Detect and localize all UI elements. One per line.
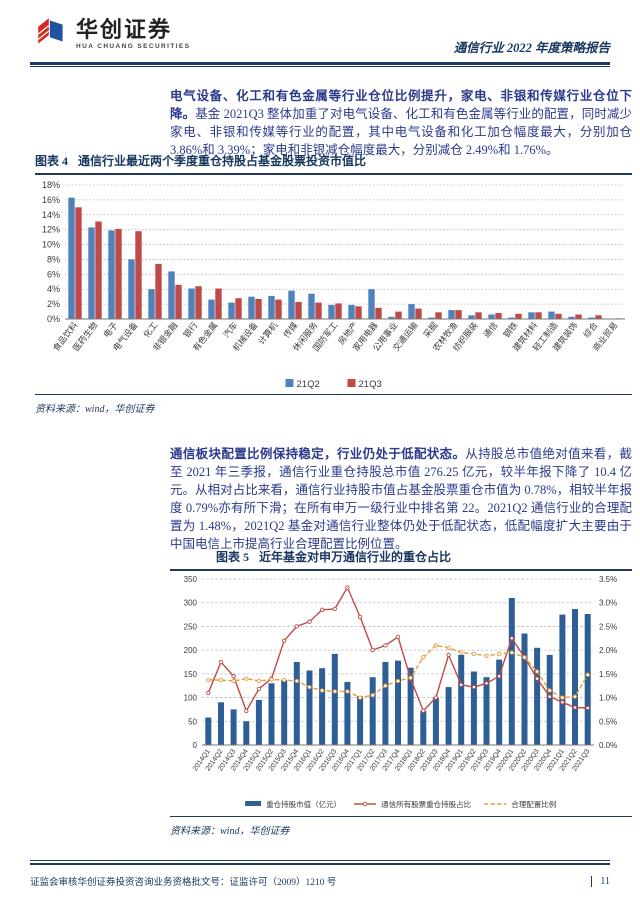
svg-text:16%: 16% [42, 195, 60, 205]
paragraph1-lead: 电气设备、化工和有色金属等行业仓位比例提升，家电、非银和传媒行业仓位下降。 [170, 88, 632, 121]
svg-text:12%: 12% [42, 225, 60, 235]
brand: 华创证券 HUA CHUANG SECURITIES [34, 14, 190, 55]
svg-text:3.0%: 3.0% [599, 599, 617, 608]
figure5-label: 图表 5 [216, 550, 250, 564]
brand-name-cn: 华创证券 [76, 17, 173, 42]
svg-text:银行: 银行 [181, 320, 200, 340]
svg-text:350: 350 [184, 575, 198, 584]
svg-text:6%: 6% [47, 269, 60, 279]
svg-text:150: 150 [184, 670, 198, 679]
paragraph-telecom-allocation: 通信板块配置比例保持稳定，行业仍处于低配状态。从持股总市值绝对值来看，截至 20… [170, 445, 632, 554]
figure-4: 图表 4 通信行业最近两个季度重仓持股占基金股票投资市值比 0% 2% 4% 6% 8% 1… [35, 152, 632, 415]
svg-text:综合: 综合 [581, 320, 600, 340]
svg-text:2%: 2% [47, 299, 60, 309]
svg-text:1.5%: 1.5% [599, 670, 617, 679]
svg-text:1.0%: 1.0% [599, 694, 617, 703]
svg-text:18%: 18% [42, 180, 60, 190]
svg-text:电子: 电子 [101, 320, 120, 340]
figure5-title: 图表 5 近年基金对申万通信行业的重仓占比 [170, 548, 632, 571]
svg-text:重仓持股市值（亿元）: 重仓持股市值（亿元） [266, 799, 341, 809]
paragraph-industry-positions: 电气设备、化工和有色金属等行业仓位比例提升，家电、非银和传媒行业仓位下降。基金 … [170, 87, 632, 160]
svg-text:8%: 8% [47, 254, 60, 264]
svg-text:100: 100 [184, 694, 198, 703]
svg-text:采掘: 采掘 [421, 320, 439, 340]
report-title: 通信行业 2022 年度策略报告 [453, 41, 610, 55]
figure5-bottom-rule [170, 816, 632, 817]
figure4-source: 资料来源：wind，华创证券 [35, 404, 155, 415]
header-divider [30, 62, 610, 67]
huachuang-logo-icon [34, 14, 70, 55]
svg-text:2.5%: 2.5% [599, 622, 617, 631]
paragraph2-lead: 通信板块配置比例保持稳定，行业仍处于低配状态。 [170, 446, 466, 461]
svg-text:50: 50 [188, 717, 197, 726]
svg-text:21Q2: 21Q2 [297, 379, 320, 390]
svg-text:汽车: 汽车 [221, 320, 239, 340]
svg-text:200: 200 [184, 646, 198, 655]
svg-text:钢铁: 钢铁 [501, 320, 520, 340]
page-header: 华创证券 HUA CHUANG SECURITIES 通信行业 2022 年度策… [30, 12, 610, 58]
svg-text:化工: 化工 [141, 320, 160, 340]
svg-text:21Q3: 21Q3 [359, 379, 382, 390]
svg-text:0.0%: 0.0% [599, 741, 617, 750]
page-number: 11 [591, 875, 610, 887]
footer-divider [30, 860, 610, 861]
svg-text:0%: 0% [47, 314, 60, 324]
page-footer: 证监会审核华创证券投资咨询业务资格批文号：证监许可（2009）1210 号 11 [30, 860, 610, 888]
svg-text:3.5%: 3.5% [599, 575, 617, 584]
figure4-label: 图表 4 [35, 154, 69, 168]
svg-text:0: 0 [193, 741, 198, 750]
svg-text:合理配置比例: 合理配置比例 [511, 799, 556, 809]
svg-text:300: 300 [184, 599, 198, 608]
paragraph2-body: 从持股总市值绝对值来看，截至 2021 年三季报，通信行业重仓持股总市值 276… [170, 446, 632, 552]
footer-license-text: 证监会审核华创证券投资咨询业务资格批文号：证监许可（2009）1210 号 [30, 878, 337, 888]
svg-text:0.5%: 0.5% [599, 717, 617, 726]
svg-text:计算机: 计算机 [256, 320, 280, 347]
paragraph1-body: 基金 2021Q3 整体加重了对电气设备、化工和有色金属等行业的配置，同时减少家… [170, 106, 632, 157]
figure-5: 图表 5 近年基金对申万通信行业的重仓占比 0 50 100 150 200 250 300 3… [170, 548, 632, 837]
figure4-bar-chart: 0%2%4%6%8%10%12%14%16%18%食品饮料医药生物 电子电气设备化… [42, 180, 625, 390]
svg-text:14%: 14% [42, 210, 60, 220]
figure5-source: 资料来源：wind，华创证券 [170, 826, 290, 837]
figure5-combo-chart: 0 50 100 150 200 250 300 350 0.0% 0.5% 1.0% 1.5% 2.0… [184, 575, 618, 809]
svg-text:2.0%: 2.0% [599, 646, 617, 655]
svg-text:通信所有股票重仓持股占比: 通信所有股票重仓持股占比 [381, 799, 471, 809]
svg-text:通信: 通信 [481, 320, 500, 340]
brand-name-en: HUA CHUANG SECURITIES [76, 43, 191, 50]
figure4-title: 图表 4 通信行业最近两个季度重仓持股占基金股票投资市值比 [35, 152, 632, 175]
svg-text:250: 250 [184, 622, 198, 631]
svg-text:传媒: 传媒 [281, 320, 300, 340]
svg-text:4%: 4% [47, 284, 60, 294]
figure4-bottom-rule [35, 394, 632, 395]
svg-text:10%: 10% [42, 240, 60, 250]
